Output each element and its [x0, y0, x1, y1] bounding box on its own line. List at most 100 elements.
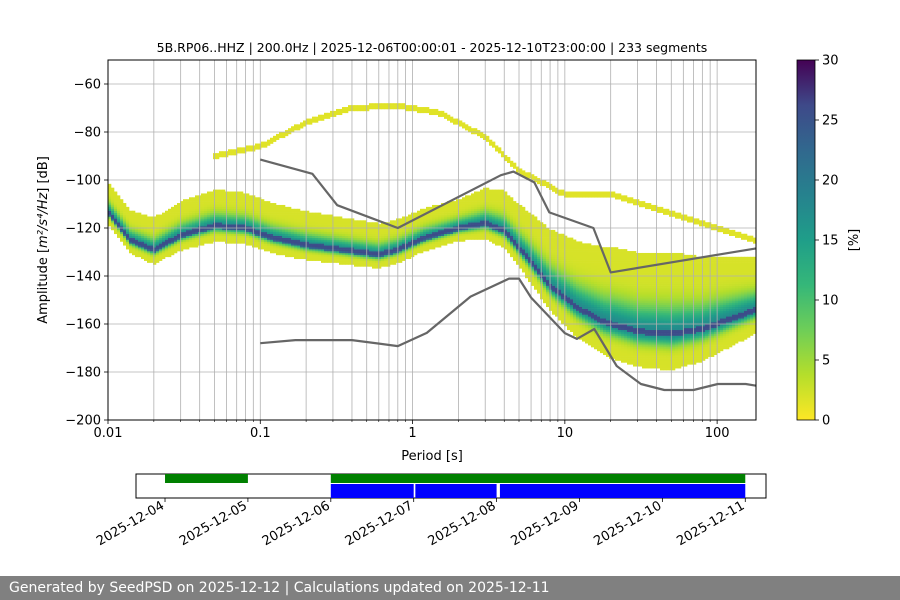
heatmap-cell: [549, 302, 553, 306]
heatmap-cell: [492, 145, 496, 148]
heatmap-cell: [534, 266, 538, 269]
heatmap-cell: [249, 243, 253, 246]
heatmap-cell: [348, 224, 352, 227]
heatmap-cell: [267, 206, 271, 210]
heatmap-cell: [507, 228, 511, 231]
heatmap-cell: [558, 264, 562, 267]
heatmap-cell: [459, 228, 463, 231]
heatmap-cell: [222, 235, 226, 238]
heatmap-cell: [486, 231, 490, 235]
heatmap-cell: [543, 264, 547, 267]
heatmap-cell: [132, 226, 136, 229]
heatmap-cell: [255, 203, 259, 206]
heatmap-cell: [432, 229, 436, 233]
heatmap-cell: [558, 318, 562, 321]
heatmap-cell: [573, 252, 577, 256]
heatmap-cell: [315, 228, 319, 231]
heatmap-cell: [465, 233, 469, 236]
heatmap-cell: [240, 233, 244, 236]
heatmap-cell: [537, 254, 541, 258]
heatmap-cell: [537, 247, 541, 250]
heatmap-cell: [570, 241, 574, 244]
heatmap-cell: [588, 293, 592, 296]
heatmap-cell: [300, 235, 304, 238]
heatmap-cell: [597, 343, 601, 346]
heatmap-cell: [567, 302, 571, 306]
heatmap-cell: [528, 229, 532, 233]
heatmap-cell: [117, 235, 121, 238]
heatmap-cell: [177, 241, 181, 244]
heatmap-cell: [414, 249, 418, 252]
heatmap-cell: [522, 266, 526, 269]
heatmap-cell: [189, 226, 193, 229]
heatmap-cell: [294, 208, 298, 212]
heatmap-cell: [327, 241, 331, 244]
heatmap-cell: [495, 197, 499, 200]
heatmap-cell: [216, 222, 220, 225]
heatmap-cell: [291, 241, 295, 244]
heatmap-cell: [576, 252, 580, 256]
heatmap-cell: [552, 252, 556, 256]
heatmap-cell: [159, 252, 163, 256]
heatmap-cell: [324, 233, 328, 236]
heatmap-cell: [555, 258, 559, 261]
heatmap-cell: [552, 229, 556, 233]
heatmap-cell: [558, 268, 562, 271]
heatmap-cell: [279, 239, 283, 242]
heatmap-cell: [513, 254, 517, 258]
heatmap-cell: [573, 251, 577, 254]
heatmap-cell: [363, 264, 367, 267]
heatmap-cell: [513, 235, 517, 238]
heatmap-cell: [441, 235, 445, 238]
heatmap-cell: [534, 254, 538, 258]
heatmap-cell: [558, 312, 562, 315]
heatmap-cell: [450, 233, 454, 236]
heatmap-cell: [261, 231, 265, 235]
heatmap-cell: [561, 314, 565, 317]
heatmap-cell: [426, 222, 430, 225]
heatmap-cell: [441, 114, 445, 117]
heatmap-cell: [360, 231, 364, 235]
heatmap-cell: [189, 243, 193, 246]
heatmap-cell: [390, 251, 394, 254]
heatmap-cell: [456, 201, 460, 204]
heatmap-cell: [231, 204, 235, 208]
heatmap-cell: [372, 229, 376, 233]
heatmap-cell: [270, 208, 274, 212]
heatmap-cell: [363, 247, 367, 250]
heatmap-cell: [405, 216, 409, 219]
heatmap-cell: [231, 239, 235, 242]
heatmap-cell: [303, 256, 307, 260]
heatmap-cell: [156, 237, 160, 240]
heatmap-cell: [435, 108, 439, 112]
heatmap-cell: [372, 241, 376, 244]
heatmap-cell: [234, 222, 238, 225]
heatmap-cell: [273, 226, 277, 229]
heatmap-cell: [339, 108, 343, 112]
heatmap-cell: [477, 220, 481, 223]
heatmap-cell: [342, 226, 346, 229]
heatmap-cell: [453, 120, 457, 123]
heatmap-cell: [522, 218, 526, 221]
heatmap-cell: [216, 193, 220, 196]
heatmap-cell: [597, 322, 601, 325]
heatmap-cell: [558, 270, 562, 273]
heatmap-cell: [564, 295, 568, 298]
heatmap-cell: [375, 254, 379, 258]
heatmap-cell: [528, 262, 532, 265]
heatmap-cell: [438, 224, 442, 227]
heatmap-cell: [381, 251, 385, 254]
heatmap-cell: [546, 237, 550, 240]
heatmap-cell: [171, 231, 175, 235]
heatmap-cell: [555, 254, 559, 258]
heatmap-cell: [261, 143, 265, 146]
heatmap-cell: [339, 229, 343, 233]
heatmap-cell: [576, 256, 580, 260]
heatmap-cell: [330, 233, 334, 236]
heatmap-cell: [588, 297, 592, 300]
heatmap-cell: [297, 245, 301, 248]
heatmap-cell: [480, 237, 484, 240]
heatmap-cell: [189, 208, 193, 212]
heatmap-cell: [537, 283, 541, 286]
heatmap-cell: [144, 254, 148, 258]
